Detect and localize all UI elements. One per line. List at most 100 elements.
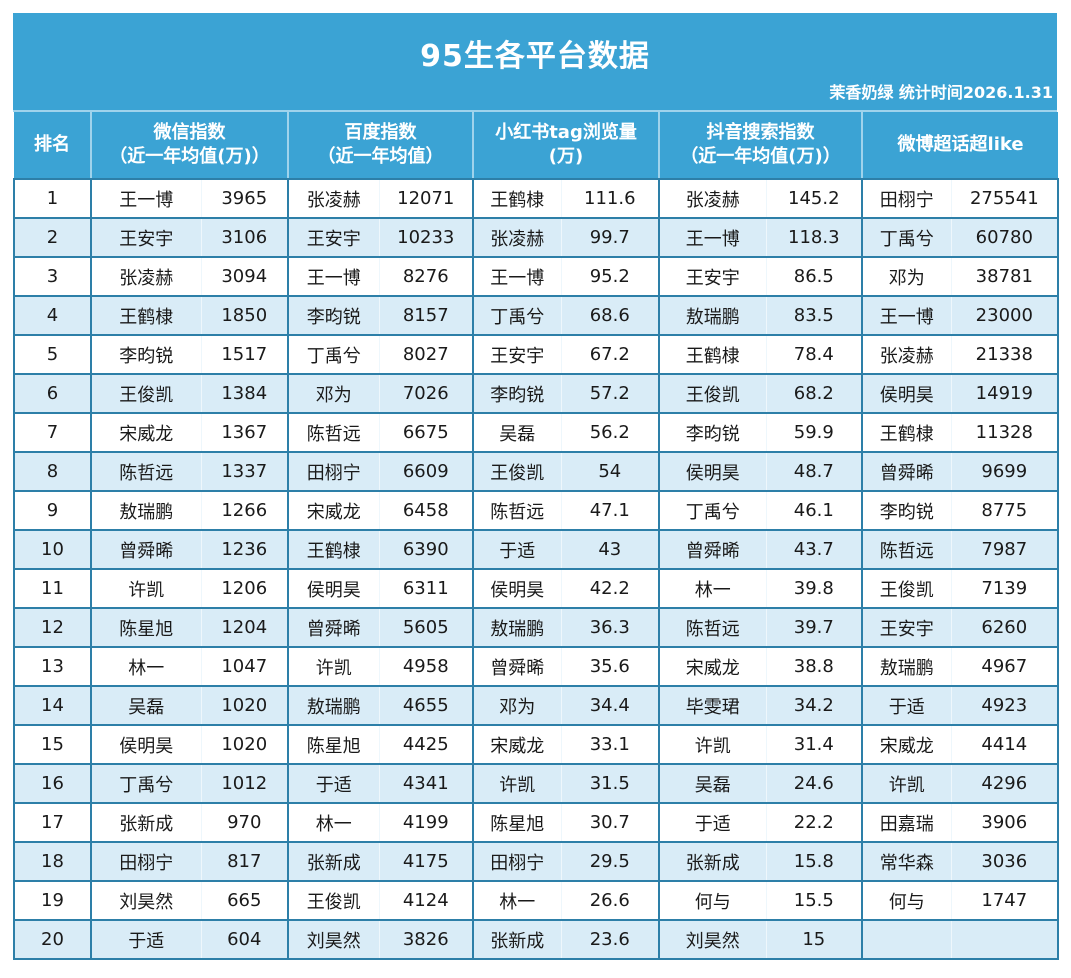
xhs-value-cell: 43 [560,530,660,570]
douyin-name-cell: 张新成 [658,842,767,882]
xhs-name-cell: 许凯 [472,764,562,804]
table-row: 17 张新成 970 林一 4199 陈星旭 30.7 于适 22.2 田嘉瑞 3906 [13,803,1060,843]
weibo-name-cell: 王俊凯 [861,569,952,609]
xhs-value-cell: 35.6 [560,647,660,687]
rank-cell: 19 [13,881,91,921]
douyin-name-cell: 于适 [658,803,767,843]
weibo-value-cell [950,920,1060,960]
baidu-value-cell: 4175 [378,842,474,882]
baidu-name-cell: 敖瑞鹏 [287,686,380,726]
xhs-value-cell: 54 [560,452,660,492]
weibo-value-cell: 8775 [950,491,1060,531]
wechat-value-cell: 665 [200,881,289,921]
xhs-name-cell: 陈哲远 [472,491,562,531]
wechat-name-cell: 曾舜晞 [90,530,201,570]
douyin-name-cell: 侯明昊 [658,452,767,492]
weibo-value-cell: 38781 [950,257,1060,297]
douyin-value-cell: 46.1 [765,491,863,531]
wechat-value-cell: 1020 [200,725,289,765]
baidu-value-cell: 3826 [378,920,474,960]
baidu-name-cell: 王俊凯 [287,881,380,921]
baidu-value-cell: 7026 [378,374,474,414]
rank-cell: 12 [13,608,91,648]
header-weibo: 微博超话超like [861,112,1059,180]
baidu-value-cell: 6390 [378,530,474,570]
wechat-value-cell: 3965 [200,179,289,219]
weibo-value-cell: 3036 [950,842,1060,882]
ranking-sheet: 95生各平台数据 茉香奶绿 统计时间2026.1.31 排名 微信指数 （近一年… [13,13,1060,960]
wechat-name-cell: 王安宇 [90,218,201,258]
weibo-name-cell: 宋威龙 [861,725,952,765]
rank-cell: 15 [13,725,91,765]
douyin-value-cell: 78.4 [765,335,863,375]
baidu-name-cell: 邓为 [287,374,380,414]
header-row: 排名 微信指数 （近一年均值(万)） 百度指数 （近一年均值） 小红书tag浏览… [14,112,1059,180]
douyin-name-cell: 林一 [658,569,767,609]
xhs-value-cell: 99.7 [560,218,660,258]
xhs-name-cell: 田栩宁 [472,842,562,882]
baidu-name-cell: 田栩宁 [287,452,380,492]
rank-cell: 11 [13,569,91,609]
douyin-value-cell: 48.7 [765,452,863,492]
author-and-date: 茉香奶绿 统计时间2026.1.31 [829,83,1053,102]
xhs-value-cell: 68.6 [560,296,660,336]
wechat-name-cell: 陈哲远 [90,452,201,492]
wechat-value-cell: 817 [200,842,289,882]
weibo-name-cell: 王安宇 [861,608,952,648]
douyin-name-cell: 毕雯珺 [658,686,767,726]
weibo-name-cell: 曾舜晞 [861,452,952,492]
table-row: 1 王一博 3965 张凌赫 12071 王鹤棣 111.6 张凌赫 145.2 田栩宁 27554… [13,179,1060,219]
baidu-name-cell: 刘昊然 [287,920,380,960]
table-row: 19 刘昊然 665 王俊凯 4124 林一 26.6 何与 15.5 何与 1747 [13,881,1060,921]
weibo-value-cell: 4296 [950,764,1060,804]
baidu-name-cell: 林一 [287,803,380,843]
douyin-value-cell: 15 [765,920,863,960]
baidu-value-cell: 8027 [378,335,474,375]
baidu-name-cell: 李昀锐 [287,296,380,336]
weibo-value-cell: 4967 [950,647,1060,687]
header-wechat-title: 微信指数 [153,122,226,143]
xhs-name-cell: 张凌赫 [472,218,562,258]
xhs-name-cell: 于适 [472,530,562,570]
table-row: 2 王安宇 3106 王安宇 10233 张凌赫 99.7 王一博 118.3 丁禹兮 60780 [13,218,1060,258]
xhs-name-cell: 丁禹兮 [472,296,562,336]
xhs-value-cell: 67.2 [560,335,660,375]
wechat-name-cell: 许凯 [90,569,201,609]
douyin-name-cell: 宋威龙 [658,647,767,687]
baidu-value-cell: 8157 [378,296,474,336]
wechat-value-cell: 1517 [200,335,289,375]
header-xhs: 小红书tag浏览量 (万) [472,112,661,180]
wechat-value-cell: 3106 [200,218,289,258]
douyin-value-cell: 39.8 [765,569,863,609]
weibo-value-cell: 1747 [950,881,1060,921]
baidu-value-cell: 5605 [378,608,474,648]
weibo-name-cell: 于适 [861,686,952,726]
rank-cell: 10 [13,530,91,570]
baidu-name-cell: 王鹤棣 [287,530,380,570]
xhs-name-cell: 敖瑞鹏 [472,608,562,648]
baidu-value-cell: 6675 [378,413,474,453]
weibo-value-cell: 14919 [950,374,1060,414]
table-body: 1 王一博 3965 张凌赫 12071 王鹤棣 111.6 张凌赫 145.2 田栩宁 27554… [13,179,1060,960]
wechat-value-cell: 1266 [200,491,289,531]
xhs-value-cell: 111.6 [560,179,660,219]
table-row: 4 王鹤棣 1850 李昀锐 8157 丁禹兮 68.6 敖瑞鹏 83.5 王一博 23000 [13,296,1060,336]
xhs-value-cell: 26.6 [560,881,660,921]
xhs-value-cell: 56.2 [560,413,660,453]
baidu-name-cell: 丁禹兮 [287,335,380,375]
douyin-name-cell: 张凌赫 [658,179,767,219]
xhs-name-cell: 王一博 [472,257,562,297]
weibo-value-cell: 4923 [950,686,1060,726]
xhs-value-cell: 31.5 [560,764,660,804]
weibo-value-cell: 60780 [950,218,1060,258]
xhs-name-cell: 张新成 [472,920,562,960]
header-douyin: 抖音搜索指数 （近一年均值(万)） [658,112,864,180]
baidu-name-cell: 王一博 [287,257,380,297]
douyin-value-cell: 59.9 [765,413,863,453]
header-weibo-title: 微博超话超like [897,134,1024,155]
xhs-value-cell: 47.1 [560,491,660,531]
weibo-name-cell: 敖瑞鹏 [861,647,952,687]
table-row: 5 李昀锐 1517 丁禹兮 8027 王安宇 67.2 王鹤棣 78.4 张凌赫 21338 [13,335,1060,375]
wechat-name-cell: 陈星旭 [90,608,201,648]
table-row: 20 于适 604 刘昊然 3826 张新成 23.6 刘昊然 15 [13,920,1060,960]
